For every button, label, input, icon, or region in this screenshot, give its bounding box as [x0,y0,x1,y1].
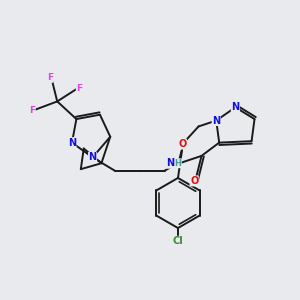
Text: N: N [212,116,220,126]
Text: F: F [29,106,35,115]
Text: H: H [175,159,182,168]
Text: N: N [167,158,175,168]
Text: F: F [76,84,83,93]
Text: Cl: Cl [172,236,183,246]
Text: O: O [190,176,198,186]
Text: N: N [231,102,239,112]
Text: O: O [178,139,187,149]
Text: N: N [88,152,97,162]
Text: F: F [47,74,53,82]
Text: N: N [68,138,76,148]
